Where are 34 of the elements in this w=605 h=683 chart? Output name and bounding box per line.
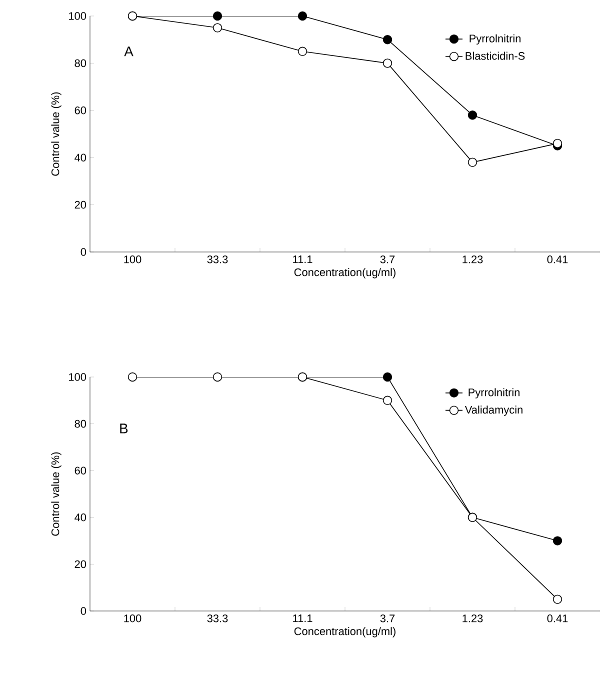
- legend-label: Pyrrolnitrin: [468, 388, 520, 398]
- y-axis-title: Control value (%): [51, 92, 62, 176]
- y-axis-title: Control value (%): [51, 452, 62, 536]
- annotation: A: [124, 46, 134, 56]
- y-tick-label: 40: [74, 154, 86, 162]
- x-tick-label: 100: [124, 256, 142, 264]
- x-tick-label: 3.7: [380, 614, 395, 622]
- x-tick-label: 11.1: [293, 614, 312, 622]
- x-tick-label: 1.23: [462, 256, 483, 264]
- y-tick-label: 0: [80, 248, 86, 256]
- legend-label: Pyrrolnitrin: [470, 34, 520, 45]
- x-axis-title: Concentration(ug/ml): [294, 627, 396, 638]
- y-tick-label: 0: [80, 607, 86, 615]
- x-tick-label: 0.41: [547, 614, 568, 622]
- y-tick-label: 80: [74, 420, 86, 428]
- y-tick-label: 20: [74, 200, 86, 209]
- x-tick-label: 0.41: [547, 256, 568, 264]
- x-tick-label: 3.7: [380, 256, 395, 264]
- y-tick-label: 60: [74, 466, 86, 474]
- x-tick-label: 100: [124, 614, 142, 622]
- annotation: B: [120, 424, 128, 434]
- y-tick-label: 80: [74, 59, 86, 68]
- y-tick-label: 40: [74, 514, 86, 522]
- x-tick-label: 33.3: [207, 256, 228, 264]
- y-tick-label: 60: [74, 106, 86, 114]
- y-tick-label: 100: [69, 373, 86, 381]
- y-tick-label: 100: [69, 12, 86, 20]
- x-tick-label: 1.23: [462, 614, 483, 622]
- legend-label: Validamycin: [464, 406, 522, 416]
- x-tick-label: 11.1: [293, 256, 312, 264]
- legend-label: Blasticidin-S: [466, 52, 525, 60]
- x-tick-label: 33.3: [207, 614, 228, 622]
- x-axis-title: Concentration(ug/ml): [294, 268, 396, 278]
- y-tick-label: 20: [74, 560, 86, 568]
